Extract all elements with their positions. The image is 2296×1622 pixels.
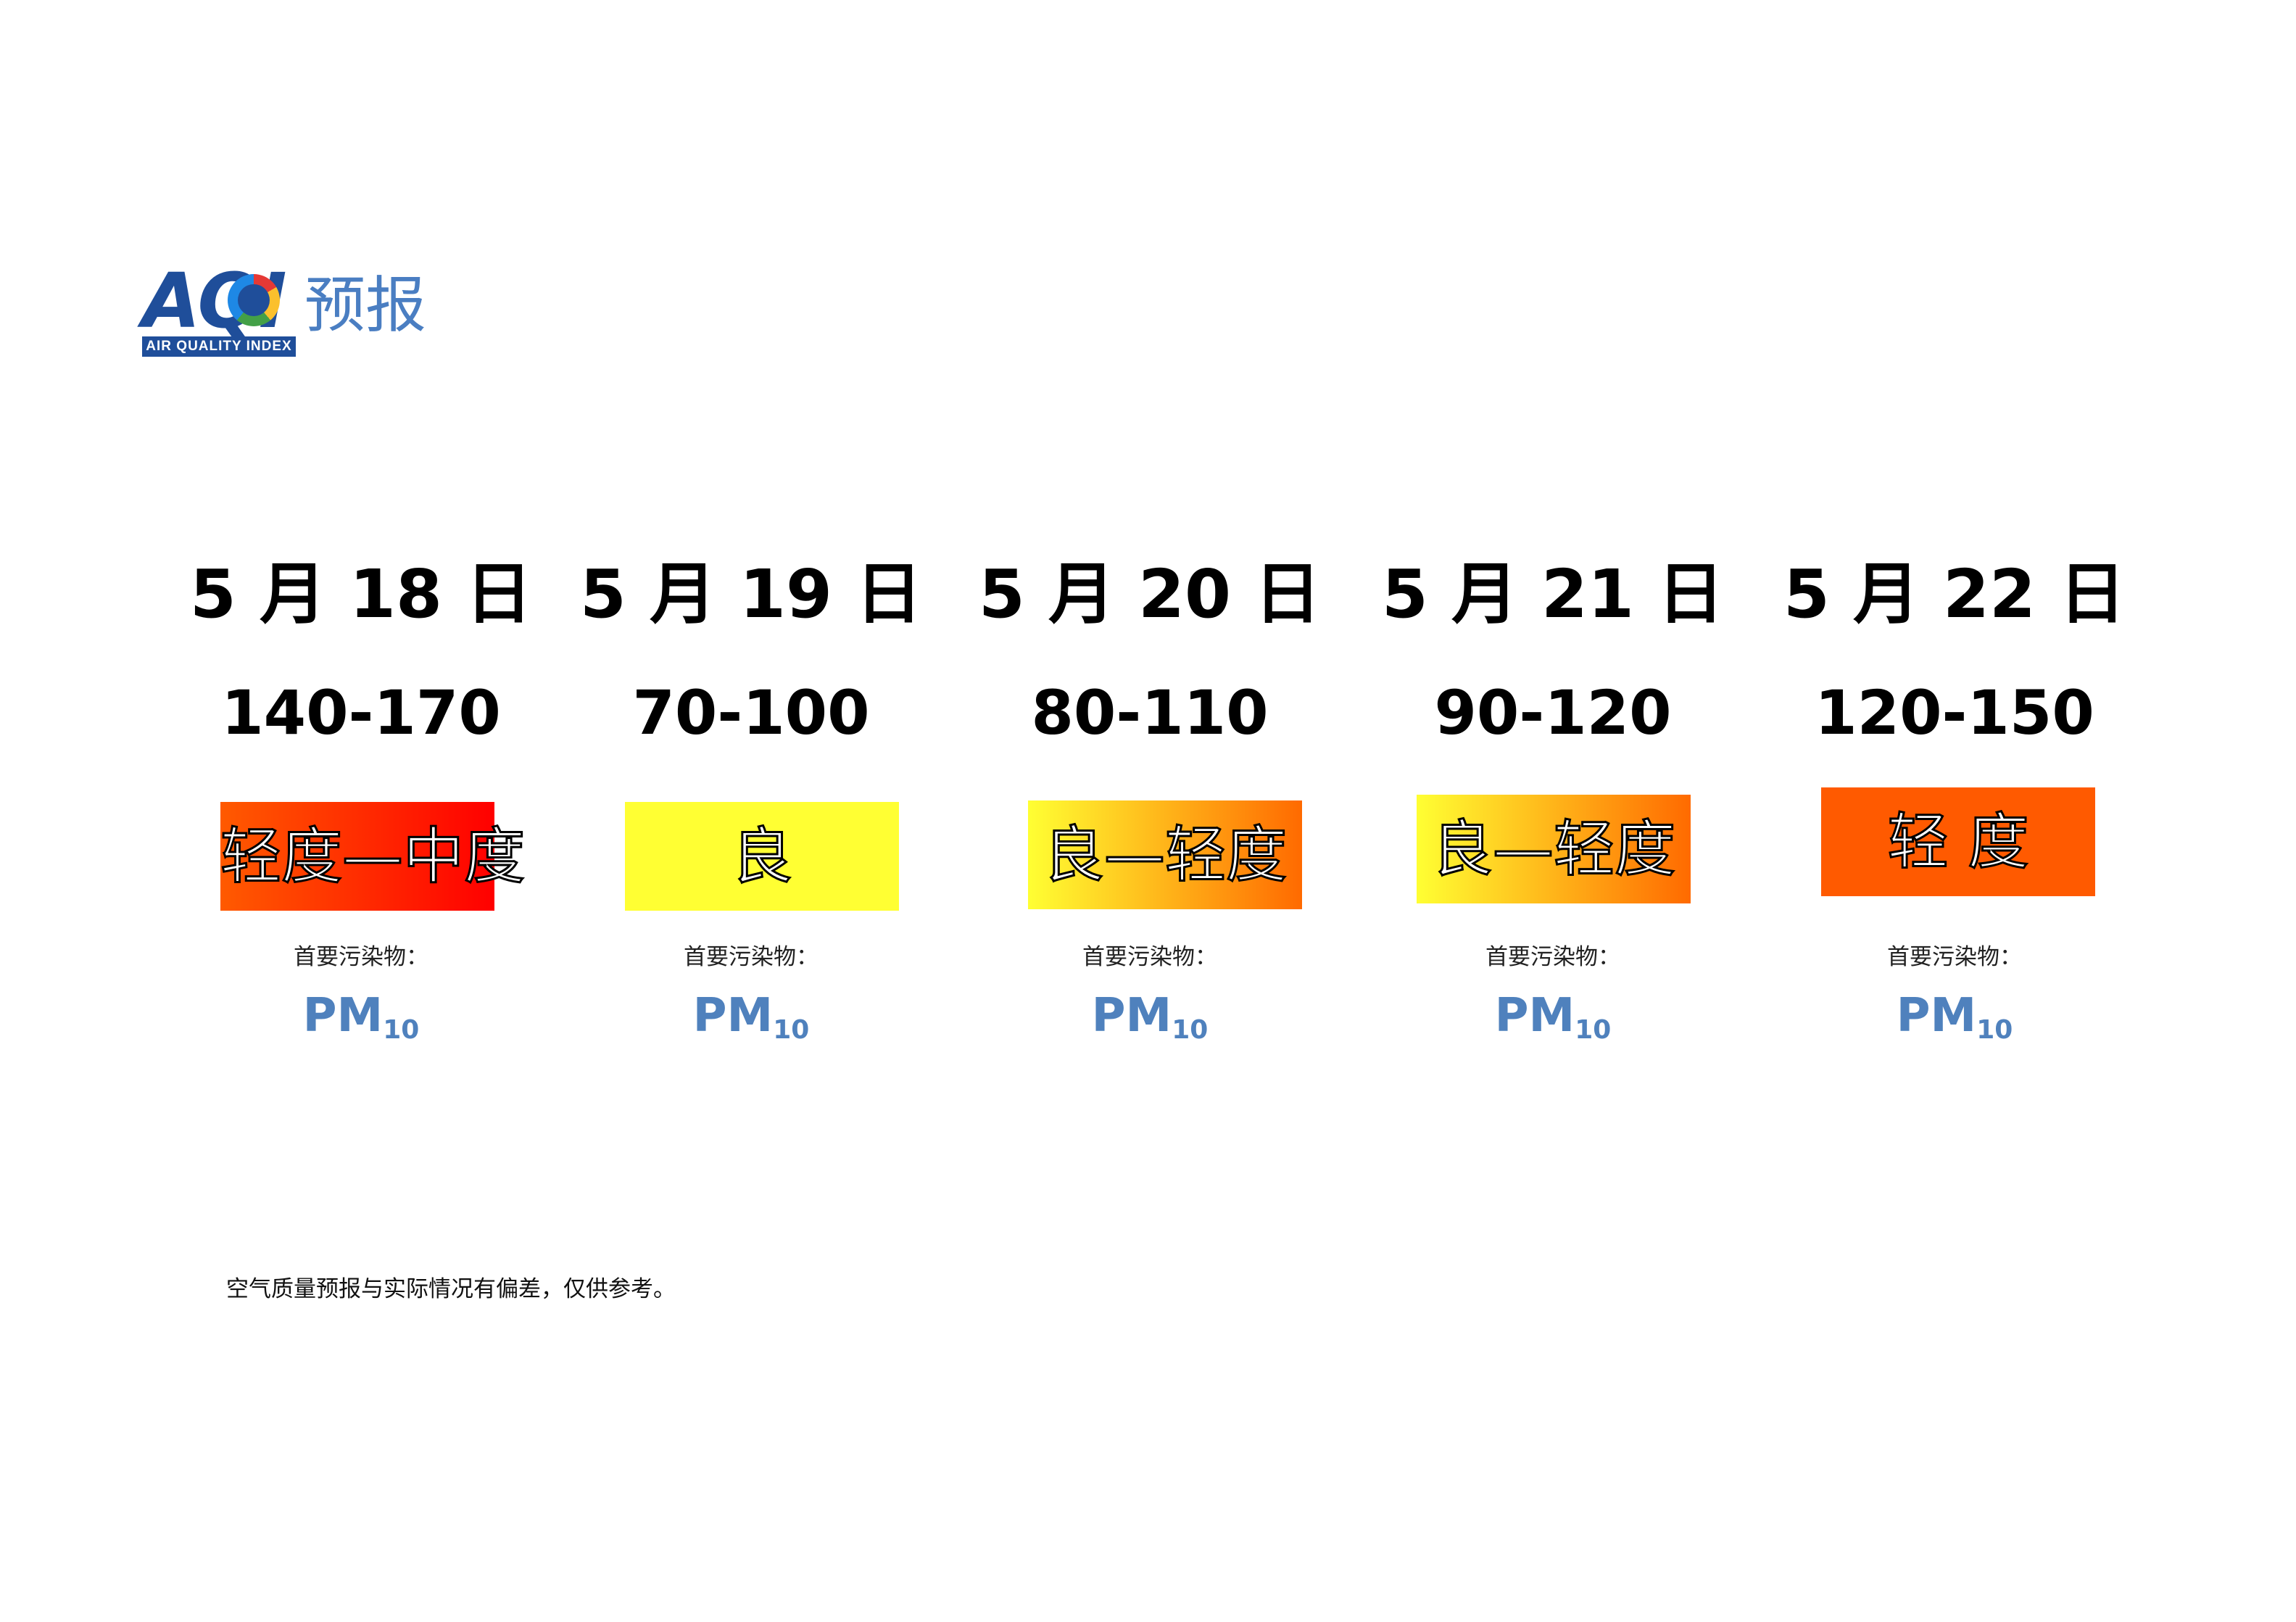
primary-pollutant-label: 首要污染物： [684, 944, 818, 970]
disclaimer-note: 空气质量预报与实际情况有偏差，仅供参考。 [226, 1276, 676, 1302]
forecast-date: 5 月 19 日 [579, 555, 923, 633]
primary-pollutant: PM10 [1752, 983, 2158, 1063]
globe-icon [228, 274, 280, 326]
aqi-range: 140-170 [221, 677, 501, 748]
pollutant-name: PM [1091, 989, 1172, 1043]
forecast-date: 5 月 21 日 [1381, 555, 1725, 633]
aqi-level-badge: 良 [625, 802, 899, 911]
aqi-logo: AQI AIR QUALITY INDEX 预报 [142, 258, 447, 360]
forecast-day: 5 月 18 日 140-170 轻度—中度 首要污染物： PM10 [158, 551, 564, 1059]
primary-pollutant: PM10 [548, 983, 954, 1063]
page-title: 预报 [304, 270, 427, 341]
primary-pollutant-label: 首要污染物： [1887, 944, 2022, 970]
pollutant-subscript: 10 [383, 1015, 420, 1045]
primary-pollutant-label: 首要污染物： [1485, 944, 1620, 970]
aqi-level-badge: 良—轻度 [1028, 800, 1302, 909]
aqi-level-badge: 良—轻度 [1417, 795, 1691, 903]
forecast-day: 5 月 21 日 90-120 良—轻度 首要污染物： PM10 [1350, 551, 1756, 1059]
primary-pollutant-label: 首要污染物： [294, 944, 428, 970]
aqi-level-badge: 轻 度 [1821, 787, 2095, 896]
primary-pollutant-label: 首要污染物： [1082, 944, 1217, 970]
pollutant-name: PM [1494, 989, 1575, 1043]
forecast-date: 5 月 20 日 [978, 555, 1322, 633]
forecast-date: 5 月 22 日 [1783, 555, 2126, 633]
forecast-day: 5 月 20 日 80-110 良—轻度 首要污染物： PM10 [947, 551, 1353, 1059]
aqi-range: 70-100 [632, 677, 870, 748]
primary-pollutant: PM10 [947, 983, 1353, 1063]
aqi-range: 120-150 [1815, 677, 2094, 748]
pollutant-subscript: 10 [1575, 1015, 1612, 1045]
pollutant-subscript: 10 [1172, 1015, 1209, 1045]
pollutant-name: PM [692, 989, 774, 1043]
aqi-range: 80-110 [1031, 677, 1269, 748]
logo-subtitle: AIR QUALITY INDEX [142, 336, 296, 357]
forecast-day: 5 月 19 日 70-100 良 首要污染物： PM10 [548, 551, 954, 1059]
pollutant-name: PM [302, 989, 384, 1043]
pollutant-name: PM [1896, 989, 1977, 1043]
primary-pollutant: PM10 [158, 983, 564, 1063]
aqi-range: 90-120 [1434, 677, 1672, 748]
pollutant-subscript: 10 [773, 1015, 810, 1045]
primary-pollutant: PM10 [1350, 983, 1756, 1063]
aqi-level-badge: 轻度—中度 [220, 802, 526, 911]
pollutant-subscript: 10 [1976, 1015, 2013, 1045]
forecast-day: 5 月 22 日 120-150 轻 度 首要污染物： PM10 [1752, 551, 2158, 1059]
forecast-date: 5 月 18 日 [189, 555, 533, 633]
